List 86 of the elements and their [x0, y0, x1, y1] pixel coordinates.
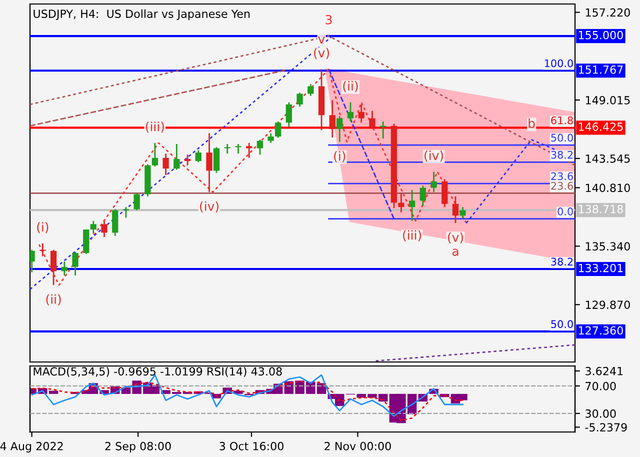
candlestick	[162, 152, 169, 176]
candlestick	[398, 192, 404, 214]
ref-line-label: 138.718	[578, 204, 623, 214]
candlestick	[61, 260, 68, 276]
candlestick	[308, 83, 314, 97]
candlestick	[430, 171, 437, 193]
chart-title: MACD(5,34,5) -0.9695 -1.0199 RSI(14) 43.08	[34, 367, 282, 377]
annotation: b	[528, 118, 535, 128]
candlestick	[90, 220, 96, 234]
annotation: (iv)	[424, 150, 444, 162]
candlestick	[50, 249, 57, 286]
candlestick	[235, 143, 242, 154]
annotation: (ii)	[343, 80, 358, 92]
annotation: 23.6	[551, 172, 573, 180]
annotation: 61.8	[551, 116, 573, 124]
candlestick	[184, 154, 191, 166]
ref-line-label: 146.425	[578, 122, 623, 131]
candlestick	[296, 92, 303, 108]
candlestick	[83, 228, 90, 255]
annotation: 50.0	[551, 320, 573, 328]
candlestick	[380, 120, 386, 140]
ref-line-label: 151.767	[578, 65, 623, 74]
y-tick-label: 149.015	[586, 96, 630, 104]
ref-line-label: 155.000	[578, 30, 623, 40]
y-tick-label: 140.810	[586, 184, 630, 192]
annotation: (v)	[314, 48, 330, 60]
y-tick-label: -5.2379	[585, 423, 627, 432]
candlestick	[72, 251, 78, 276]
candlestick	[112, 208, 118, 237]
candlestick	[274, 120, 282, 138]
annotation: 50.0	[551, 134, 573, 142]
candlestick	[40, 242, 46, 257]
y-tick-label: 3.6241	[586, 366, 623, 376]
annotation: 0.0	[558, 208, 573, 216]
y2-tick-label: 70.00	[586, 382, 616, 390]
candlestick	[420, 184, 426, 207]
line-series	[31, 380, 464, 422]
candlestick	[256, 139, 264, 156]
candlestick	[246, 142, 252, 159]
candlestick	[195, 150, 202, 163]
candlestick	[122, 206, 130, 218]
annotation: 23.6	[551, 182, 573, 190]
annotation: 100.0	[544, 59, 573, 68]
x-tick-label: 4 Aug 2022	[0, 442, 63, 452]
y-tick-label: 157.220	[586, 8, 630, 17]
candlestick	[206, 132, 212, 193]
candlestick	[134, 192, 140, 211]
annotation: v	[318, 36, 325, 44]
annotation: (ii)	[46, 294, 61, 306]
candlestick	[408, 189, 416, 222]
x-tick-label: 2 Nov 00:00	[324, 442, 391, 450]
candlestick	[452, 196, 459, 224]
annotation: 3	[326, 14, 332, 24]
annotation: 38.2	[551, 150, 573, 159]
candlestick	[460, 206, 466, 218]
annotation: (iv)	[200, 201, 218, 212]
annotation: (iii)	[403, 230, 422, 242]
candlestick	[30, 249, 35, 273]
candlestick	[369, 110, 376, 130]
candlestick	[174, 143, 180, 170]
annotation: 38.2	[551, 258, 573, 266]
x-tick-label: 2 Sep 08:00	[105, 442, 171, 452]
annotation: (i)	[334, 151, 346, 162]
annotation: (i)	[37, 222, 48, 234]
candlestick	[336, 116, 343, 143]
x-tick-label: 3 Oct 16:00	[220, 442, 284, 450]
candlestick	[213, 146, 220, 174]
candlestick	[224, 143, 230, 154]
annotation: (v)	[448, 232, 463, 244]
chart-title: USDJPY, H4: US Dollar vs Japanese Yen	[34, 9, 250, 20]
annotation: a	[452, 248, 458, 256]
candlestick	[268, 132, 274, 144]
y2-tick-label: 30.00	[586, 409, 616, 418]
candlestick	[152, 142, 158, 168]
candlestick	[442, 178, 448, 208]
candlestick	[329, 99, 336, 138]
candlestick	[358, 104, 364, 124]
annotation: (iii)	[146, 122, 164, 133]
y-tick-label: 143.545	[586, 154, 630, 163]
candlestick	[101, 220, 108, 238]
candlestick	[286, 102, 292, 128]
ref-line-label: 127.360	[578, 326, 623, 335]
candlestick	[347, 102, 354, 122]
y-tick-label: 129.870	[586, 300, 630, 309]
y-tick-label: 135.340	[586, 242, 630, 251]
ref-line-label: 133.201	[578, 264, 623, 272]
